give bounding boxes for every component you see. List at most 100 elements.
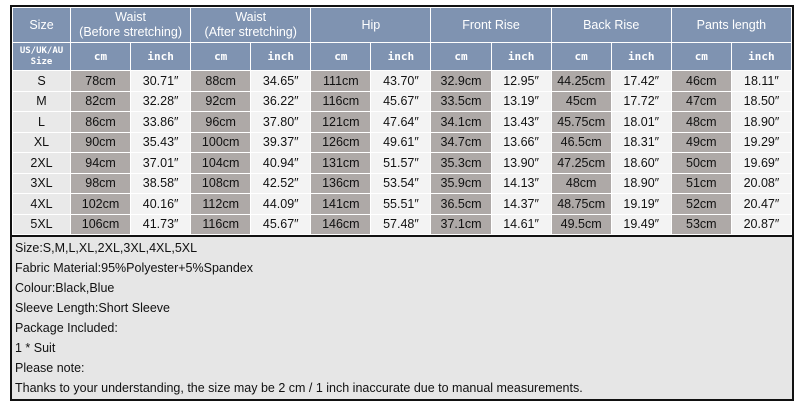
cm-cell: 141cm	[310, 193, 372, 215]
note-line: Thanks to your understanding, the size m…	[15, 381, 583, 395]
note-line: 1 * Suit	[15, 341, 56, 355]
table-row: 4XL 102cm 40.16″ 112cm 44.09″ 141cm 55.51″ 36.5…	[12, 193, 793, 215]
cm-cell: 52cm	[670, 193, 732, 215]
size-cell: S	[12, 70, 71, 92]
table-row: XL 90cm 35.43″ 100cm 39.37″ 126cm 49.61″ 34.7cm…	[12, 131, 793, 153]
note-line: Fabric Material:95%Polyester+5%Spandex	[15, 261, 253, 275]
cm-cell: 48.75cm	[550, 193, 612, 215]
cm-cell: 34.7cm	[430, 131, 492, 153]
cm-cell: 108cm	[190, 172, 252, 194]
cm-cell: 82cm	[69, 90, 132, 112]
cm-cell: 131cm	[310, 152, 372, 174]
table-row: 2XL 94cm 37.01″ 104cm 40.94″ 131cm 51.57″ 35.3c…	[12, 152, 793, 174]
size-cell: 2XL	[12, 152, 71, 174]
size-cell: 4XL	[12, 193, 71, 215]
cm-cell: 37.1cm	[430, 213, 492, 235]
cm-cell: 46cm	[670, 70, 732, 92]
inch-cell: 37.01″	[130, 152, 192, 174]
cm-cell: 146cm	[310, 213, 372, 235]
column-group-header: Size	[12, 7, 71, 43]
cm-cell: 116cm	[190, 213, 252, 235]
cm-cell: 35.9cm	[430, 172, 492, 194]
inch-cell: 55.51″	[370, 193, 432, 215]
cm-cell: 92cm	[190, 90, 252, 112]
cm-cell: 98cm	[69, 172, 132, 194]
inch-cell: 37.80″	[250, 111, 312, 133]
inch-cell: 44.09″	[250, 193, 312, 215]
inch-cell: 40.94″	[250, 152, 312, 174]
cm-cell: 51cm	[670, 172, 732, 194]
inch-cell: 18.31″	[610, 131, 672, 153]
cm-cell: 90cm	[69, 131, 132, 153]
note-line: Sleeve Length:Short Sleeve	[15, 301, 170, 315]
column-group-header: Hip	[310, 7, 432, 43]
size-cell: 5XL	[12, 213, 71, 235]
cm-cell: 111cm	[310, 70, 372, 92]
inch-cell: 18.60″	[610, 152, 672, 174]
cm-cell: 86cm	[69, 111, 132, 133]
table-row: L 86cm 33.86″ 96cm 37.80″ 121cm 47.64″ 34.1cm 13…	[12, 111, 793, 133]
column-group-header: Waist (After stretching)	[190, 7, 312, 43]
inch-cell: 13.66″	[490, 131, 552, 153]
cm-cell: 116cm	[310, 90, 372, 112]
inch-cell: 33.86″	[130, 111, 192, 133]
cm-cell: 78cm	[69, 70, 132, 92]
unit-header: cm	[190, 42, 252, 71]
inch-cell: 45.67″	[370, 90, 432, 112]
note-line: Please note:	[15, 361, 85, 375]
inch-cell: 17.42″	[610, 70, 672, 92]
inch-cell: 34.65″	[250, 70, 312, 92]
cm-cell: 35.3cm	[430, 152, 492, 174]
inch-cell: 18.90″	[610, 172, 672, 194]
cm-cell: 45.75cm	[550, 111, 612, 133]
inch-cell: 57.48″	[370, 213, 432, 235]
cm-cell: 47.25cm	[550, 152, 612, 174]
inch-cell: 19.19″	[610, 193, 672, 215]
cm-cell: 106cm	[69, 213, 132, 235]
size-sub-header: US/UK/AU Size	[12, 42, 71, 71]
cm-cell: 102cm	[69, 193, 132, 215]
note-line: Size:S,M,L,XL,2XL,3XL,4XL,5XL	[15, 241, 198, 255]
inch-cell: 30.71″	[130, 70, 192, 92]
cm-cell: 34.1cm	[430, 111, 492, 133]
inch-cell: 19.29″	[730, 131, 793, 153]
inch-cell: 14.37″	[490, 193, 552, 215]
inch-cell: 17.72″	[610, 90, 672, 112]
inch-cell: 47.64″	[370, 111, 432, 133]
inch-cell: 13.90″	[490, 152, 552, 174]
inch-cell: 49.61″	[370, 131, 432, 153]
cm-cell: 94cm	[69, 152, 132, 174]
inch-cell: 39.37″	[250, 131, 312, 153]
inch-cell: 53.54″	[370, 172, 432, 194]
inch-cell: 18.01″	[610, 111, 672, 133]
unit-header: cm	[69, 42, 132, 71]
unit-header: inch	[610, 42, 672, 71]
inch-cell: 42.52″	[250, 172, 312, 194]
cm-cell: 100cm	[190, 131, 252, 153]
inch-cell: 41.73″	[130, 213, 192, 235]
cm-cell: 126cm	[310, 131, 372, 153]
inch-cell: 20.08″	[730, 172, 793, 194]
unit-header: cm	[550, 42, 612, 71]
size-cell: M	[12, 90, 71, 112]
note-line: Package Included:	[15, 321, 118, 335]
product-notes: Size:S,M,L,XL,2XL,3XL,4XL,5XL Fabric Mate…	[12, 235, 792, 399]
size-cell: XL	[12, 131, 71, 153]
inch-cell: 45.67″	[250, 213, 312, 235]
size-cell: 3XL	[12, 172, 71, 194]
cm-cell: 46.5cm	[550, 131, 612, 153]
inch-cell: 38.58″	[130, 172, 192, 194]
inch-cell: 13.43″	[490, 111, 552, 133]
cm-cell: 45cm	[550, 90, 612, 112]
size-cell: L	[12, 111, 71, 133]
cm-cell: 47cm	[670, 90, 732, 112]
inch-cell: 18.11″	[730, 70, 793, 92]
column-group-header: Waist (Before stretching)	[69, 7, 192, 43]
cm-cell: 49.5cm	[550, 213, 612, 235]
cm-cell: 44.25cm	[550, 70, 612, 92]
inch-cell: 14.13″	[490, 172, 552, 194]
unit-header: inch	[490, 42, 552, 71]
inch-cell: 20.87″	[730, 213, 793, 235]
cm-cell: 50cm	[670, 152, 732, 174]
table-row: 5XL 106cm 41.73″ 116cm 45.67″ 146cm 57.48″ 37.1…	[12, 213, 793, 235]
